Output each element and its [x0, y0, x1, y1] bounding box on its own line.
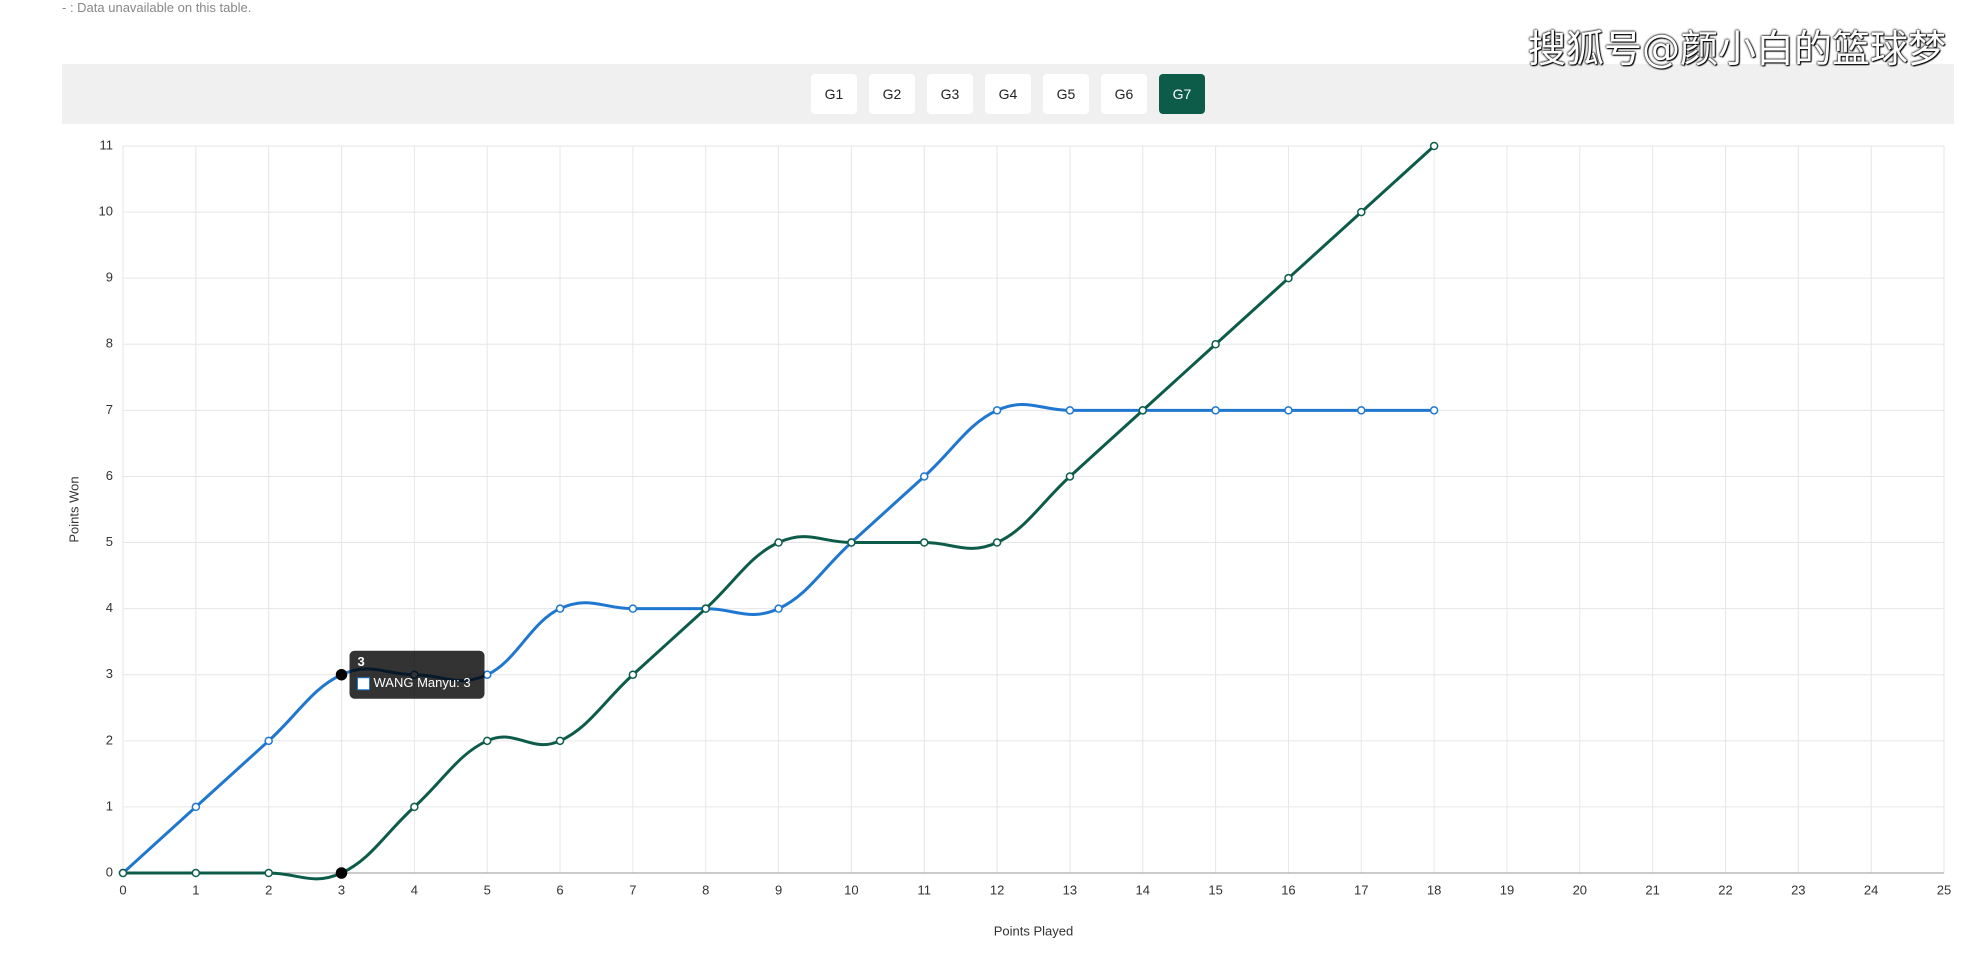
- x-tick-label: 25: [1937, 882, 1951, 897]
- data-point: [774, 604, 783, 613]
- data-point: [1284, 273, 1293, 283]
- data-point: [701, 604, 710, 613]
- x-tick-label: 16: [1281, 882, 1295, 897]
- data-point: [191, 802, 201, 812]
- data-point: [919, 538, 929, 547]
- y-tick-label: 0: [106, 864, 113, 879]
- data-point: [1357, 406, 1366, 415]
- y-tick-label: 2: [106, 732, 113, 747]
- x-axis-label: Points Played: [994, 923, 1074, 938]
- y-tick-label: 1: [106, 798, 113, 813]
- tooltip-swatch: [357, 677, 371, 691]
- x-tick-label: 14: [1136, 882, 1150, 897]
- x-tick-label: 13: [1063, 882, 1077, 897]
- tab-button[interactable]: G4: [985, 74, 1031, 114]
- y-tick-label: 9: [106, 270, 113, 285]
- x-tick-label: 8: [702, 882, 709, 897]
- tooltip-box: [349, 650, 485, 699]
- data-point: [628, 604, 638, 613]
- x-tick-label: 17: [1354, 882, 1368, 897]
- data-point: [555, 604, 565, 613]
- x-tick-label: 6: [556, 882, 563, 897]
- x-tick-label: 7: [629, 882, 636, 897]
- tooltip: 3 WANG Manyu: 3: [349, 650, 485, 699]
- x-tick-label: 3: [338, 882, 345, 897]
- data-point: [482, 736, 492, 746]
- data-point: [555, 736, 565, 746]
- data-point: [1357, 207, 1366, 217]
- tab-button[interactable]: G3: [927, 74, 973, 114]
- x-tick-label: 1: [192, 882, 199, 897]
- y-tick-label: 4: [106, 600, 113, 615]
- x-tick-label: 9: [775, 882, 782, 897]
- data-point: [191, 868, 201, 878]
- x-tick-label: 12: [990, 882, 1004, 897]
- tab-button[interactable]: G2: [869, 74, 915, 114]
- y-tick-label: 8: [106, 336, 113, 351]
- tab-button[interactable]: G7: [1159, 74, 1205, 114]
- y-tick-label: 3: [106, 666, 113, 681]
- y-tick-label: 6: [106, 468, 113, 483]
- tab-bar: G1 G2 G3 G4 G5 G6 G7: [62, 64, 1954, 124]
- tab-button[interactable]: G6: [1101, 74, 1147, 114]
- x-tick-label: 24: [1864, 882, 1878, 897]
- x-tick-label: 0: [119, 882, 126, 897]
- data-point: [774, 538, 783, 547]
- data-point: [1138, 406, 1148, 415]
- data-point: [264, 868, 273, 878]
- data-point: [847, 538, 856, 547]
- y-axis-label: Points Won: [66, 476, 81, 542]
- note: - : Data unavailable on this table.: [62, 0, 252, 15]
- x-tick-label: 11: [917, 882, 931, 897]
- data-point: [919, 472, 929, 481]
- y-tick-label: 5: [106, 534, 113, 549]
- tab-button[interactable]: G1: [811, 74, 857, 114]
- data-point: [628, 670, 638, 679]
- data-point: [1211, 340, 1220, 349]
- x-tick-label: 21: [1645, 882, 1659, 897]
- x-tick-label: 2: [265, 882, 272, 897]
- data-point: [1284, 406, 1293, 415]
- data-point: [410, 802, 419, 812]
- x-tick-label: 5: [484, 882, 491, 897]
- y-tick-label: 7: [106, 402, 113, 417]
- data-point: [482, 670, 492, 679]
- data-point: [1429, 406, 1439, 415]
- tooltip-label: WANG Manyu: 3: [374, 675, 471, 690]
- watermark: 搜狐号@颜小白的篮球梦: [1527, 27, 1946, 71]
- tab-button[interactable]: G5: [1043, 74, 1089, 114]
- x-tick-label: 10: [844, 882, 858, 897]
- y-tick-label: 10: [99, 204, 113, 219]
- data-point: [118, 868, 128, 878]
- data-point: [992, 406, 1002, 415]
- x-tick-label: 18: [1427, 882, 1441, 897]
- data-point: [1211, 406, 1220, 415]
- x-tick-label: 4: [411, 882, 418, 897]
- x-tick-label: 15: [1208, 882, 1222, 897]
- tooltip-title: 3: [358, 654, 365, 669]
- data-point: [992, 538, 1002, 547]
- x-tick-label: 19: [1500, 882, 1514, 897]
- data-point: [264, 736, 273, 746]
- x-tick-label: 20: [1573, 882, 1587, 897]
- x-tick-label: 22: [1718, 882, 1732, 897]
- data-point: [335, 867, 348, 879]
- x-tick-label: 23: [1791, 882, 1805, 897]
- y-tick-label: 11: [100, 137, 114, 152]
- data-point: [1429, 141, 1439, 151]
- data-point: [1065, 406, 1075, 415]
- data-point: [1065, 472, 1075, 481]
- data-point: [335, 668, 348, 681]
